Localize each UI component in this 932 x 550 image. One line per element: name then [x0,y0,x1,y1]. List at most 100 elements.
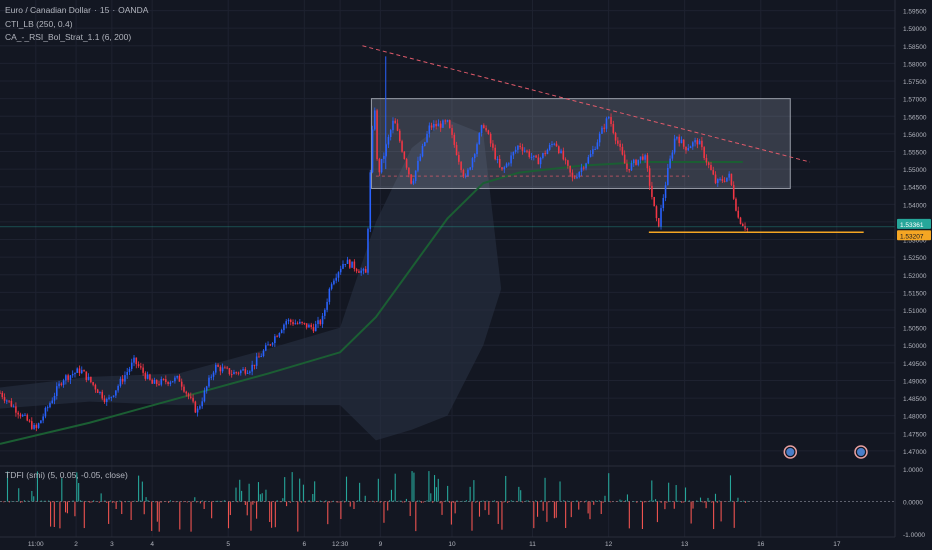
candle-body [117,385,119,391]
candle-body [299,321,301,324]
price-tick-label: 1.58000 [903,61,927,68]
candle-body [285,321,288,325]
candle-body [237,372,240,374]
candle-body [707,162,710,165]
time-tick-label: 16 [757,541,765,548]
candle-body [678,136,680,144]
candle-body [140,366,142,368]
candle-body [278,332,281,337]
candle-body [476,144,478,155]
candle-body [314,324,317,332]
candle-body [190,396,192,398]
candle-body [692,142,694,147]
symbol-legend: Euro / Canadian Dollar · 15 · OANDA [5,5,149,15]
candle-body [669,158,671,168]
candle-body [90,376,92,383]
candle-body [501,167,503,170]
candle-body [367,228,369,273]
candle-body [589,154,592,158]
candle-body [92,382,94,385]
candle-body [358,271,360,273]
candle-body [430,125,433,128]
candle-body [312,327,315,332]
event-marker-dot [856,448,865,456]
candle-body [210,376,213,378]
time-tick-label: 11 [529,541,536,548]
candle-body [305,323,308,328]
candle-body [62,380,65,385]
candle-body [653,197,655,207]
candle-body [551,144,553,146]
candle-body [712,170,715,175]
candle-body [619,143,621,147]
candle-body [26,414,29,421]
candle-body [585,163,587,169]
indicator-legend-rsi-bol[interactable]: CA_-_RSI_Bol_Strat_1.1 (6, 200) [5,32,132,42]
candle-body [101,391,104,399]
candle-body [124,375,126,382]
candle-body [199,406,201,409]
candle-body [426,133,428,143]
candle-body [351,261,353,268]
candle-body [337,272,340,278]
candle-body [133,357,135,363]
candle-body [610,117,612,125]
candle-body [685,146,687,151]
price-axis-bg [895,0,932,550]
price-tick-label: 1.47000 [903,449,927,456]
candle-body [253,364,256,366]
candle-body [735,198,737,211]
candle-body [217,364,219,367]
candle-body [1,392,4,398]
candle-body [44,407,47,417]
price-tick-label: 1.48500 [903,396,927,403]
candle-body [205,386,208,391]
candle-body [596,142,599,150]
candle-body [657,218,660,227]
candle-body [601,127,603,134]
candle-body [21,414,24,417]
candle-body [364,269,367,273]
candle-body [628,169,630,171]
candle-body [555,143,558,147]
price-tick-label: 1.49000 [903,378,927,385]
candle-body [180,381,183,387]
time-tick-label: 17 [833,541,841,548]
candle-body [167,381,169,385]
candle-body [274,336,276,344]
candle-body [264,345,267,351]
candle-body [35,425,38,428]
candle-body [557,146,560,154]
time-tick-label: 9 [379,541,383,548]
indicator-legend-cti[interactable]: CTI_LB (250, 0.4) [5,19,73,29]
candle-body [128,368,131,373]
candle-body [33,425,35,429]
candle-body [698,140,701,145]
price-tick-label: 1.49500 [903,361,927,368]
oscillator-legend[interactable]: TDFI (smi) (5, 0.05, -0.05, close) [5,470,128,480]
candle-body [421,145,424,157]
candle-body [642,156,644,160]
candle-body [194,401,197,413]
candle-body [428,125,431,134]
candle-body [723,180,726,182]
candle-body [244,369,247,374]
price-label-box [897,230,931,241]
candle-body [110,396,113,398]
time-tick-label: 12 [605,541,613,548]
time-tick-label: 13 [681,541,689,548]
candle-body [289,319,292,322]
candle-body [744,226,746,229]
candle-body [342,263,344,269]
candle-body [621,146,624,155]
candle-body [651,185,653,198]
price-tick-label: 1.57500 [903,79,927,86]
candle-body [646,155,649,169]
candle-body [746,228,749,230]
candle-body [517,145,519,150]
candle-body [630,163,633,171]
candle-body [169,382,172,385]
candle-body [660,208,662,227]
candle-body [553,143,556,145]
